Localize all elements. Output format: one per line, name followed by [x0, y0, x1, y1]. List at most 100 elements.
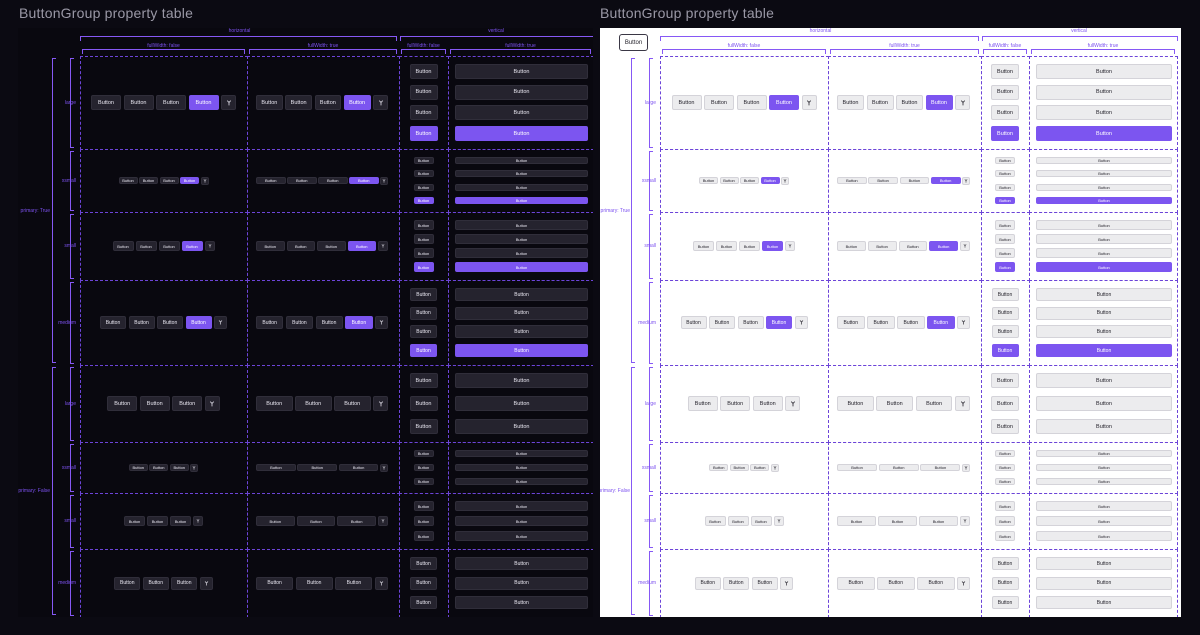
group-button[interactable]: Button [837, 95, 864, 110]
group-button[interactable]: Button [671, 95, 702, 110]
group-button[interactable]: Button [413, 478, 434, 485]
group-button[interactable]: Button [899, 177, 930, 184]
group-button[interactable]: Button [413, 464, 434, 471]
group-button[interactable]: Button [995, 450, 1015, 457]
group-button[interactable]: Button [750, 464, 770, 471]
group-button[interactable]: Button [991, 325, 1019, 339]
group-button[interactable]: Button [915, 396, 953, 411]
group-button[interactable]: Button [995, 248, 1015, 258]
primary-button[interactable]: Button [349, 177, 379, 184]
group-button[interactable]: Button [147, 516, 168, 526]
group-button[interactable]: Button [1036, 501, 1172, 511]
split-icon[interactable] [770, 463, 779, 472]
primary-button[interactable]: Button [455, 344, 588, 357]
group-button[interactable]: Button [723, 576, 750, 590]
group-button[interactable]: Button [413, 157, 434, 164]
group-button[interactable]: Button [995, 531, 1015, 541]
group-button[interactable]: Button [991, 105, 1019, 121]
split-icon[interactable] [200, 176, 209, 185]
primary-button[interactable]: Button [347, 241, 376, 251]
group-button[interactable]: Button [455, 64, 588, 79]
primary-button[interactable]: Button [991, 126, 1019, 141]
group-button[interactable]: Button [1036, 373, 1172, 388]
group-button[interactable]: Button [737, 316, 764, 329]
group-button[interactable]: Button [837, 396, 874, 411]
group-button[interactable]: Button [334, 396, 371, 411]
primary-button[interactable]: Button [995, 262, 1015, 272]
group-button[interactable]: Button [413, 516, 434, 526]
group-button[interactable]: Button [455, 84, 588, 100]
group-button[interactable]: Button [995, 170, 1015, 178]
split-icon[interactable] [378, 516, 388, 526]
group-button[interactable]: Button [455, 234, 588, 244]
group-button[interactable]: Button [995, 478, 1015, 485]
group-button[interactable]: Button [455, 531, 588, 541]
primary-button[interactable]: Button [343, 95, 371, 110]
primary-button[interactable]: Button [1036, 344, 1172, 357]
group-button[interactable]: Button [413, 450, 434, 457]
group-button[interactable]: Button [837, 316, 865, 329]
group-button[interactable]: Button [720, 396, 751, 411]
group-button[interactable]: Button [1036, 306, 1172, 320]
group-button[interactable]: Button [156, 95, 186, 110]
group-button[interactable]: Button [410, 557, 437, 570]
group-button[interactable]: Button [256, 95, 283, 110]
split-icon[interactable] [375, 316, 388, 329]
group-button[interactable]: Button [139, 177, 158, 184]
group-button[interactable]: Button [867, 316, 895, 329]
group-button[interactable]: Button [727, 516, 749, 526]
split-icon[interactable] [801, 95, 817, 110]
group-button[interactable]: Button [455, 516, 588, 526]
group-button[interactable]: Button [837, 241, 866, 251]
group-button[interactable]: Button [455, 373, 588, 388]
primary-button[interactable]: Button [413, 262, 434, 272]
group-button[interactable]: Button [256, 516, 295, 526]
primary-button[interactable]: Button [455, 197, 588, 204]
primary-button[interactable]: Button [762, 241, 783, 251]
primary-button[interactable]: Button [181, 241, 203, 251]
split-icon[interactable] [378, 241, 388, 251]
group-button[interactable]: Button [338, 464, 379, 471]
group-button[interactable]: Button [256, 241, 285, 251]
group-button[interactable]: Button [413, 248, 434, 258]
group-button[interactable]: Button [128, 316, 155, 329]
group-button[interactable]: Button [455, 288, 588, 301]
group-button[interactable]: Button [409, 396, 438, 411]
group-button[interactable]: Button [455, 557, 588, 570]
group-button[interactable]: Button [409, 64, 438, 79]
group-button[interactable]: Button [1036, 64, 1172, 79]
group-button[interactable]: Button [410, 325, 437, 339]
group-button[interactable]: Button [455, 183, 588, 191]
group-button[interactable]: Button [413, 183, 434, 191]
primary-button[interactable]: Button [766, 316, 792, 329]
group-button[interactable]: Button [991, 64, 1019, 79]
group-button[interactable]: Button [112, 241, 134, 251]
group-button[interactable]: Button [709, 464, 729, 471]
group-button[interactable]: Button [1036, 396, 1172, 411]
group-button[interactable]: Button [337, 516, 376, 526]
split-icon[interactable] [785, 241, 795, 251]
group-button[interactable]: Button [287, 177, 317, 184]
group-button[interactable]: Button [1036, 596, 1172, 609]
group-button[interactable]: Button [739, 241, 760, 251]
group-button[interactable]: Button [107, 396, 138, 411]
split-icon[interactable] [190, 463, 199, 472]
group-button[interactable]: Button [455, 157, 588, 164]
group-button[interactable]: Button [256, 177, 286, 184]
primary-button[interactable]: Button [413, 197, 434, 204]
group-button[interactable]: Button [878, 516, 917, 526]
split-icon[interactable] [204, 396, 220, 411]
group-button[interactable]: Button [1036, 464, 1172, 471]
group-button[interactable]: Button [455, 576, 588, 590]
group-button[interactable]: Button [919, 516, 958, 526]
primary-button[interactable]: Button [1036, 197, 1172, 204]
group-button[interactable]: Button [410, 306, 437, 320]
group-button[interactable]: Button [995, 516, 1015, 526]
group-button[interactable]: Button [455, 325, 588, 339]
group-button[interactable]: Button [455, 306, 588, 320]
group-button[interactable]: Button [995, 157, 1015, 164]
group-button[interactable]: Button [409, 84, 438, 100]
group-button[interactable]: Button [1036, 419, 1172, 434]
group-button[interactable]: Button [920, 464, 961, 471]
split-icon[interactable] [794, 316, 808, 329]
